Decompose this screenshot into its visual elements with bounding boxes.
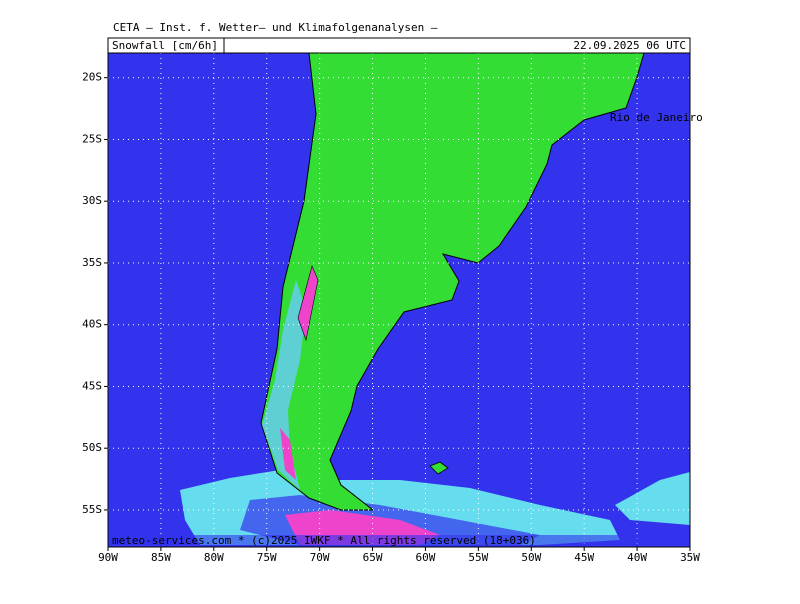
lon-tick-label: 80W	[204, 551, 224, 564]
lon-tick-label: 90W	[98, 551, 118, 564]
snow-light	[615, 472, 690, 525]
city-label: Rio de Janeiro	[610, 111, 703, 124]
field-label: Snowfall [cm/6h]	[112, 39, 218, 52]
lon-tick-label: 50W	[521, 551, 541, 564]
credit: meteo-services.com * (c)2025 IWKF * All …	[112, 534, 536, 547]
lon-tick-label: 45W	[574, 551, 594, 564]
island	[429, 461, 449, 475]
lon-tick-label: 35W	[680, 551, 700, 564]
lat-tick-label: 30S	[82, 194, 102, 207]
frame	[107, 52, 691, 548]
snow-heavy	[280, 428, 296, 480]
lon-tick-label: 65W	[363, 551, 383, 564]
lat-tick-label: 55S	[82, 503, 102, 516]
lon-tick-label: 55W	[468, 551, 488, 564]
lon-tick-label: 85W	[151, 551, 171, 564]
lon-tick-label: 75W	[257, 551, 277, 564]
lat-tick-label: 40S	[82, 318, 102, 331]
lat-tick-label: 35S	[82, 256, 102, 269]
snow-andes	[262, 280, 306, 490]
time-label: 22.09.2025 06 UTC	[573, 39, 686, 52]
title: CETA — Inst. f. Wetter— und Klimafolgena…	[113, 21, 438, 34]
lat-tick-label: 50S	[82, 441, 102, 454]
lon-tick-label: 60W	[416, 551, 436, 564]
lat-tick-label: 25S	[82, 132, 102, 145]
credit-band	[108, 535, 690, 547]
snow-heavy	[297, 265, 319, 342]
lat-tick-label: 20S	[82, 71, 102, 84]
lon-tick-label: 70W	[310, 551, 330, 564]
lon-tick-label: 40W	[627, 551, 647, 564]
grid	[107, 53, 691, 547]
lat-tick-label: 45S	[82, 379, 102, 392]
